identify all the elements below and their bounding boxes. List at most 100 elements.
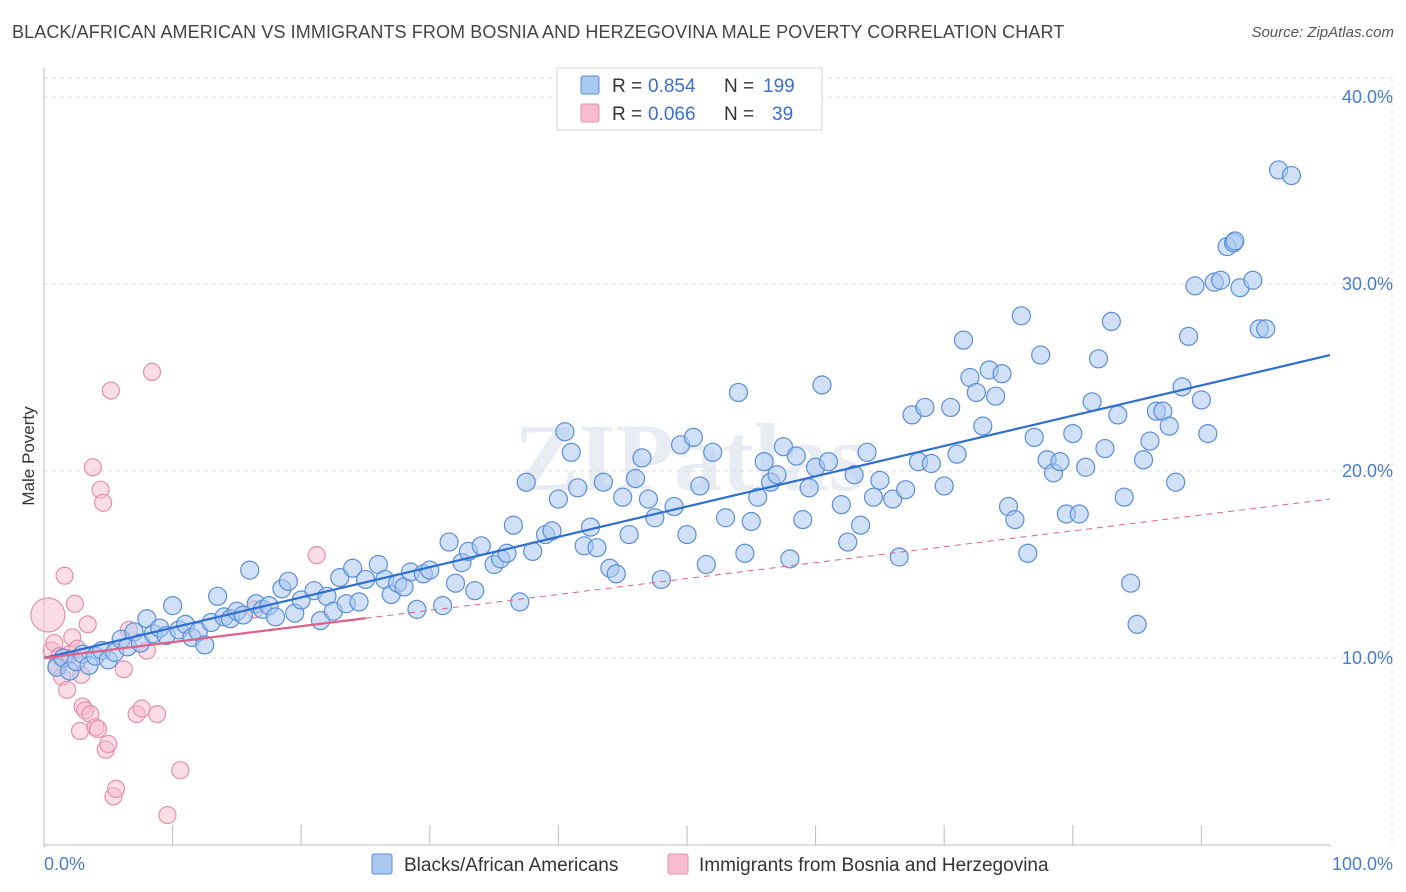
legend-r-label-1: R =: [612, 76, 642, 97]
blue-point: [1063, 424, 1083, 444]
blue-point: [735, 543, 755, 563]
blue-point: [420, 560, 440, 580]
bottom-legend-pink-swatch: [667, 853, 689, 875]
legend-r-value-2: 0.066: [648, 104, 696, 125]
blue-point: [278, 571, 298, 591]
blue-point: [465, 581, 485, 601]
series-blacks-points: [47, 160, 1302, 681]
blue-point: [754, 452, 774, 472]
blue-point: [343, 558, 363, 578]
blue-point: [632, 448, 652, 468]
blue-point: [1133, 450, 1154, 470]
blue-point: [728, 382, 749, 403]
x-tick-labels: 0.0% 100.0%: [44, 854, 1393, 874]
blue-point: [870, 470, 890, 490]
blue-point: [1243, 270, 1263, 290]
blue-point: [953, 330, 974, 350]
blue-point: [1159, 416, 1179, 436]
blue-point: [921, 453, 941, 474]
blue-point: [838, 532, 858, 552]
blue-point: [240, 560, 260, 580]
blue-point: [1108, 405, 1128, 425]
blue-point: [683, 427, 704, 447]
y-axis-title: Male Poverty: [19, 406, 38, 506]
blue-point: [542, 521, 562, 541]
blue-point: [915, 397, 935, 418]
blue-point: [1121, 573, 1141, 593]
blue-trend-line: [43, 353, 1331, 660]
bottom-legend-blue-label: Blacks/African Americans: [404, 855, 618, 876]
blue-point: [973, 416, 993, 436]
blue-point: [664, 496, 684, 517]
legend-n-value-1: 199: [763, 76, 795, 97]
blue-point: [568, 478, 588, 498]
pink-point: [30, 597, 66, 633]
blue-point: [1185, 276, 1205, 296]
y-tick-label-3: 40.0%: [1342, 87, 1393, 107]
y-tick-label-2: 30.0%: [1342, 274, 1393, 294]
pink-point: [58, 680, 77, 699]
blue-point: [934, 476, 954, 496]
trend-lines: [43, 353, 1331, 660]
blue-point: [1211, 270, 1231, 290]
blue-point: [510, 592, 530, 612]
blue-point: [1088, 349, 1109, 369]
blue-point: [163, 596, 183, 616]
pink-point: [106, 779, 126, 799]
blue-point: [208, 586, 228, 606]
legend-r-label-2: R =: [612, 104, 642, 125]
blue-point: [966, 382, 986, 403]
bottom-legend-pink-label: Immigrants from Bosnia and Herzegovina: [699, 855, 1049, 876]
pink-point: [132, 699, 151, 718]
y-tick-label-1: 20.0%: [1342, 461, 1393, 481]
x-tick-label-0: 0.0%: [44, 854, 85, 874]
blue-point: [748, 487, 768, 507]
pink-point: [88, 719, 108, 739]
blue-point: [889, 547, 909, 567]
blue-point: [1076, 457, 1096, 477]
blue-point: [516, 472, 536, 492]
blue-point: [625, 468, 646, 489]
blue-point: [613, 487, 633, 507]
blue-point: [844, 465, 864, 485]
pink-point: [78, 615, 97, 634]
blue-point: [1140, 431, 1160, 451]
blue-point: [677, 524, 697, 545]
blue-point: [1114, 487, 1134, 507]
blue-point: [407, 599, 427, 619]
pink-point: [70, 721, 90, 741]
blue-point: [1082, 392, 1102, 412]
blue-point: [1011, 306, 1031, 326]
blue-point: [548, 489, 569, 509]
blue-point: [1031, 345, 1051, 365]
pink-point: [307, 546, 326, 565]
blue-point: [433, 596, 453, 616]
blue-point: [1198, 424, 1218, 444]
axes: [43, 68, 1331, 847]
blue-point: [767, 465, 787, 485]
legend-blue-swatch: [580, 75, 600, 95]
y-tick-label-0: 10.0%: [1342, 648, 1393, 668]
blue-point: [696, 554, 716, 575]
legend-r-value-1: 0.854: [648, 76, 696, 97]
blue-point: [883, 489, 903, 509]
x-tick-label-1: 100.0%: [1332, 854, 1393, 874]
blue-point: [1101, 311, 1121, 331]
pink-point: [114, 660, 133, 679]
chart-title: BLACK/AFRICAN AMERICAN VS IMMIGRANTS FRO…: [12, 22, 1065, 42]
blue-point: [1069, 504, 1089, 524]
blue-point: [651, 569, 671, 590]
blue-point: [645, 508, 665, 528]
blue-point: [355, 569, 376, 590]
pink-point: [171, 761, 190, 780]
blue-point: [690, 476, 710, 496]
blue-point: [471, 536, 491, 556]
blue-point: [330, 567, 350, 588]
blue-point: [593, 472, 614, 492]
blue-point: [349, 592, 369, 612]
blue-point: [587, 538, 607, 558]
blue-point: [1191, 390, 1212, 410]
blue-point: [1281, 165, 1302, 186]
blue-point: [1172, 377, 1192, 397]
blue-point: [1018, 543, 1038, 563]
